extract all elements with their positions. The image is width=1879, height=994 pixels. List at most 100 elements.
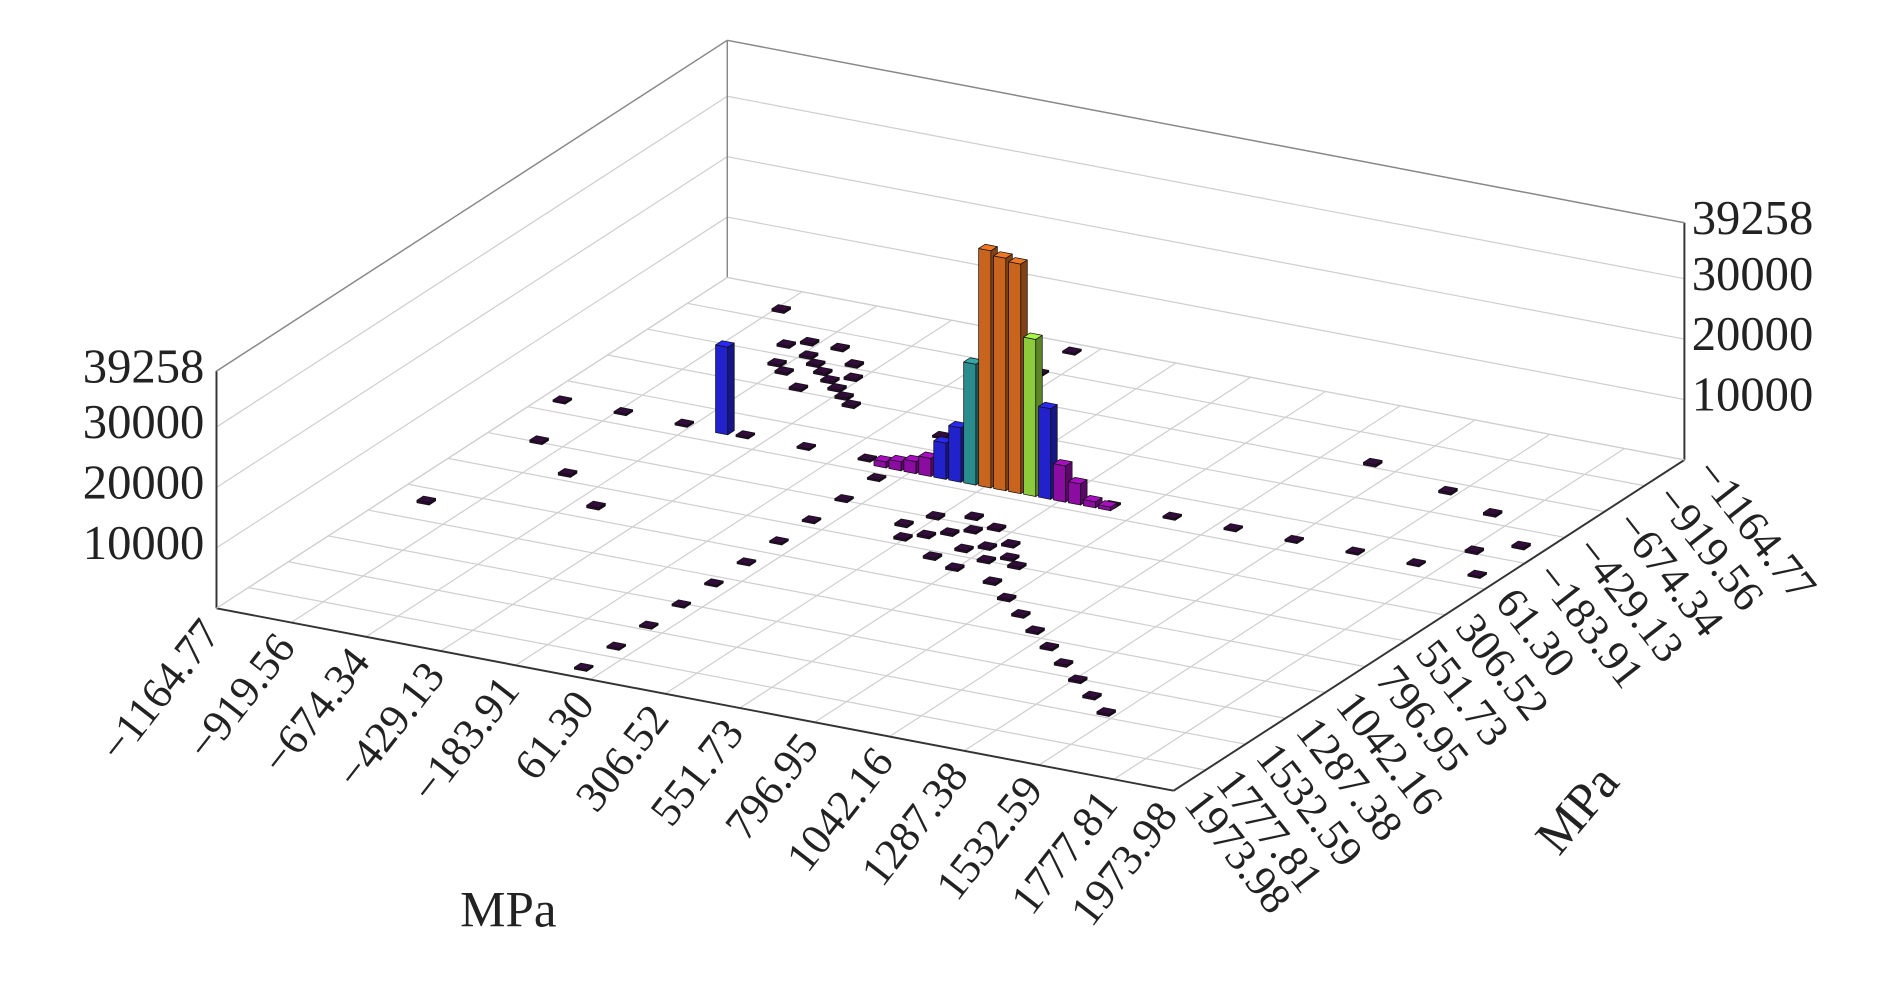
bar-top [586,500,606,509]
bar-top [1406,558,1426,566]
bar-top [674,418,695,426]
bar-top [529,435,549,443]
bar [857,453,878,463]
bar [1025,625,1045,636]
bar [820,374,840,385]
grid-line [216,216,728,549]
bar [954,543,974,554]
grid-line [963,419,1476,752]
bar [557,468,578,478]
bar [1363,457,1383,468]
bar [1406,558,1426,568]
bar-top [767,357,787,366]
grid-line [664,362,1177,695]
bar-side [727,342,735,436]
bar [977,541,998,551]
axis-line [216,607,1174,792]
bar-top [1097,500,1118,508]
bar-top [788,382,809,390]
bar [704,578,724,588]
bar [1000,552,1020,563]
bar-top [1068,477,1088,485]
bar [1438,485,1458,496]
bar-top [801,515,822,523]
bar-top [774,366,794,374]
bar [613,407,634,417]
bar [841,399,861,410]
bar-top [416,495,436,503]
bar [976,554,997,565]
bar [1097,500,1118,512]
bar-top [945,562,965,570]
bar [801,515,822,525]
bar-top [557,468,578,476]
bar-top [954,543,974,551]
bar-front [1023,336,1037,497]
bar-top [1467,569,1487,578]
grid-line [216,156,728,488]
bar-top [843,372,864,380]
bar [916,529,937,540]
z-tick-label: 10000 [83,516,205,570]
grid-line [739,376,1252,709]
bar-top [736,557,757,565]
bar [1482,507,1503,518]
bar [834,494,854,504]
bar [1284,534,1304,544]
bar-top [1025,625,1045,633]
bar-top [993,251,1013,259]
bar-top [986,522,1007,530]
grid-line [407,483,1366,668]
bar [893,532,913,542]
bar-top [639,620,659,628]
grid-line [607,354,1565,539]
bar [1011,609,1031,619]
bar-top [613,407,634,415]
grid-line [647,328,1605,513]
grid-line [727,156,1685,340]
bar [894,518,914,529]
bar [1062,346,1082,356]
bar [767,357,787,368]
bar-top [573,662,594,671]
bar [606,641,626,651]
bar-top [978,243,998,252]
bar-front [918,455,932,477]
bar-top [976,554,997,562]
axis-line [1173,459,1685,792]
grid-line [814,390,1326,723]
bar-top [893,532,913,540]
frame-line [727,39,1685,224]
bar-top [830,342,850,350]
bar [1039,641,1060,652]
bar [1162,511,1182,521]
grid-line [440,319,952,652]
bar-top [1083,494,1103,503]
bar [843,372,864,383]
bar-top [1363,457,1383,466]
grid-line [515,333,1027,666]
bar-top [671,599,692,607]
bar [573,662,594,672]
bar-top [964,511,984,519]
bar-top [844,359,865,367]
bar [735,430,756,440]
bar [1068,674,1088,685]
grid-line [216,95,728,428]
bar [771,304,791,314]
bar [1001,538,1021,549]
grid-line [527,406,1485,590]
y-axis-label: MPa [1525,754,1631,865]
bar [776,339,796,349]
z-tick-label: 20000 [83,456,205,510]
bar [1096,707,1116,717]
bar-top [1223,523,1243,531]
frame-line [216,276,728,609]
z-tick-label: 20000 [1692,307,1814,361]
bar-top [940,527,960,535]
grid-line [1113,447,1625,780]
bar-front [1068,481,1081,506]
bar [529,435,549,446]
bar-top [799,336,820,345]
